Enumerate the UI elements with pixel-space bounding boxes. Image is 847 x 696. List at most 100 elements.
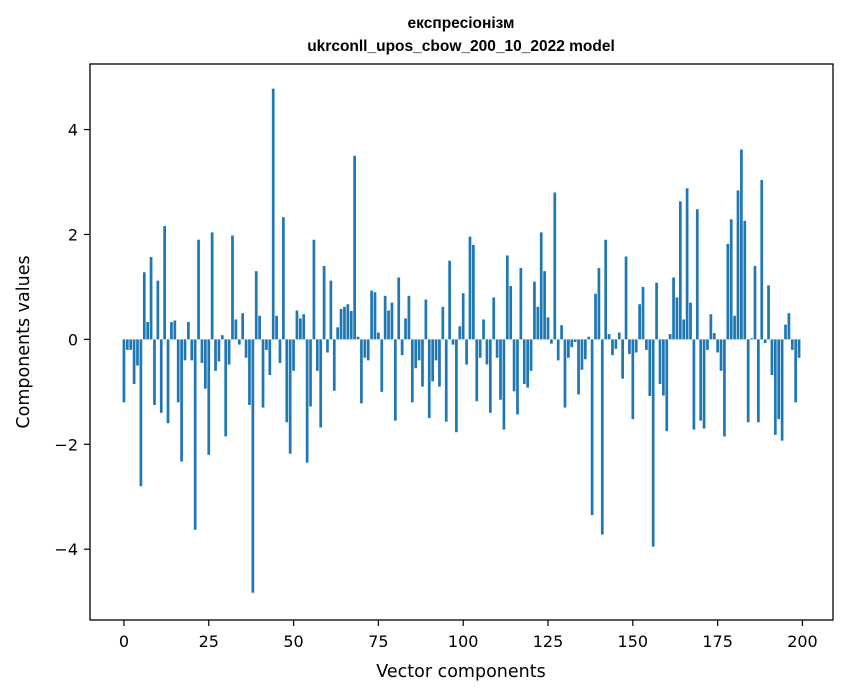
bar <box>455 339 458 433</box>
bar <box>343 306 346 340</box>
bar <box>292 339 295 371</box>
bar <box>689 302 692 340</box>
bar <box>282 217 285 340</box>
bar <box>404 318 407 340</box>
bar <box>492 297 496 340</box>
bar <box>560 325 563 340</box>
bar <box>183 339 187 361</box>
bar <box>614 339 618 349</box>
bar <box>733 315 736 340</box>
bar <box>441 306 445 340</box>
bar <box>214 339 217 371</box>
x-tick-label: 175 <box>702 632 733 651</box>
bar <box>475 339 479 402</box>
bar <box>512 339 516 392</box>
bar <box>451 339 455 345</box>
x-tick-label: 150 <box>618 632 649 651</box>
bar <box>763 339 767 344</box>
bar <box>332 339 336 391</box>
bar <box>780 339 784 441</box>
bar <box>319 339 323 428</box>
bar <box>414 339 418 369</box>
bar <box>390 302 394 340</box>
bar <box>142 272 146 340</box>
bar <box>322 265 326 340</box>
bar <box>777 339 781 420</box>
bar <box>631 339 635 420</box>
bar <box>509 285 513 340</box>
bar <box>709 314 713 340</box>
bar <box>356 336 360 340</box>
bar <box>757 339 760 423</box>
bar <box>427 339 431 419</box>
bar <box>543 271 546 340</box>
bar <box>268 339 272 376</box>
bar <box>539 232 543 340</box>
bar <box>275 315 278 340</box>
bar <box>305 339 309 463</box>
bar <box>607 334 611 340</box>
chart-subtitle: ukrconll_upos_cbow_200_10_2022 model <box>307 38 615 55</box>
bar <box>258 315 261 340</box>
bar <box>628 339 631 355</box>
bar <box>651 339 655 547</box>
bar <box>502 339 506 430</box>
bar <box>380 339 384 392</box>
bar <box>315 339 319 371</box>
bar <box>597 268 601 340</box>
bar <box>658 339 662 384</box>
bar <box>550 339 553 344</box>
bar <box>125 339 129 350</box>
bar <box>773 339 777 435</box>
bar <box>336 327 340 340</box>
bar <box>712 333 716 340</box>
bar <box>600 339 604 535</box>
bar <box>505 255 509 340</box>
bar <box>166 339 170 424</box>
bar <box>536 306 540 340</box>
bar <box>634 339 638 353</box>
bar <box>234 319 238 340</box>
bar <box>753 265 757 340</box>
y-tick-label: −4 <box>54 540 78 559</box>
x-axis-label: Vector components <box>376 662 545 682</box>
bar <box>675 297 679 340</box>
bar <box>590 339 594 516</box>
bar <box>421 339 424 387</box>
bar <box>461 293 465 340</box>
bar <box>465 339 468 365</box>
y-tick-label: 0 <box>68 330 78 349</box>
bar <box>129 339 133 350</box>
bar <box>434 339 438 361</box>
bar <box>360 339 363 404</box>
bar <box>529 339 533 371</box>
bar <box>499 339 502 400</box>
bar <box>217 339 221 362</box>
bar <box>760 179 764 340</box>
bar <box>261 339 265 408</box>
bar <box>546 317 550 340</box>
bar <box>522 339 526 384</box>
bar <box>567 339 570 358</box>
bar <box>787 313 791 340</box>
bar <box>790 339 794 350</box>
bar <box>397 277 401 340</box>
bar <box>210 232 214 340</box>
bar <box>207 339 211 455</box>
y-tick-label: 4 <box>68 121 78 140</box>
bar <box>346 304 350 340</box>
bar <box>366 339 370 361</box>
bar <box>478 339 482 358</box>
bar <box>302 314 306 340</box>
bar <box>180 339 183 462</box>
bar <box>678 201 682 340</box>
bar <box>377 332 380 340</box>
bar <box>706 339 709 350</box>
bar <box>431 339 435 382</box>
bar <box>519 268 523 340</box>
bar <box>573 339 577 342</box>
bar <box>387 310 390 340</box>
bar <box>288 339 292 454</box>
bar <box>638 304 641 340</box>
